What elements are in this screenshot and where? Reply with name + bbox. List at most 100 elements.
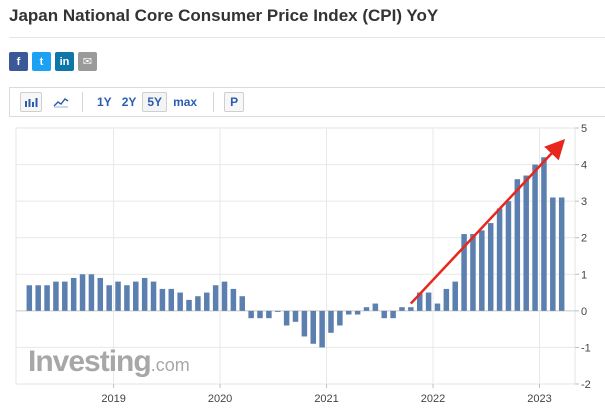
bar	[514, 179, 521, 311]
x-tick-label: 2023	[527, 393, 551, 405]
toolbar-separator	[213, 92, 215, 112]
bar	[70, 277, 77, 311]
bar	[390, 310, 396, 319]
bar	[505, 201, 512, 311]
bar	[115, 281, 121, 311]
bar	[124, 285, 130, 311]
bar	[479, 230, 485, 311]
investing-watermark: Investing.com	[28, 345, 190, 379]
x-tick-label: 2022	[421, 393, 445, 405]
y-tick-label: 2	[581, 233, 587, 245]
bar	[221, 281, 228, 311]
x-tick-label: 2020	[208, 393, 232, 405]
toolbar-separator	[82, 92, 83, 112]
bar	[523, 175, 529, 311]
bar	[283, 310, 290, 326]
bar	[461, 234, 467, 311]
bar	[310, 310, 316, 344]
bar	[195, 296, 201, 311]
bar	[301, 310, 308, 337]
chart-bars	[26, 157, 565, 348]
bar	[363, 307, 370, 311]
x-axis: 2019 2020 2021 2022 2023	[101, 384, 552, 405]
bar	[425, 292, 432, 311]
bar	[381, 310, 387, 319]
share-buttons: f t in ✉	[9, 52, 97, 71]
bar	[470, 234, 476, 311]
bar	[266, 310, 272, 319]
bar	[186, 299, 192, 311]
email-icon: ✉	[82, 56, 93, 68]
bar	[408, 307, 414, 311]
bar	[230, 288, 237, 311]
bar-chart-icon[interactable]	[20, 92, 42, 112]
bar	[133, 281, 139, 311]
y-tick-label: -1	[581, 342, 591, 354]
range-max-button[interactable]: max	[173, 95, 198, 109]
bar	[372, 303, 379, 311]
plot-frame	[15, 127, 576, 385]
linkedin-share-button[interactable]: in	[55, 52, 74, 71]
bar	[248, 310, 254, 319]
y-tick-label: 5	[581, 123, 587, 135]
bar	[26, 285, 33, 311]
bar	[88, 274, 95, 311]
bar	[354, 310, 361, 315]
bar	[97, 277, 104, 311]
bar	[177, 292, 183, 311]
facebook-icon: f	[16, 55, 21, 68]
range-2y-button[interactable]: 2Y	[121, 95, 137, 109]
page-title: Japan National Core Consumer Price Index…	[9, 6, 439, 25]
bar	[550, 197, 556, 311]
bar	[257, 310, 263, 319]
twitter-share-button[interactable]: t	[32, 52, 51, 71]
chart-annotations	[409, 138, 566, 305]
bar	[319, 310, 325, 348]
bar	[487, 223, 494, 311]
p-button[interactable]: P	[224, 92, 245, 112]
y-tick-label: 3	[581, 196, 587, 208]
bar	[62, 281, 68, 311]
bar	[168, 288, 175, 311]
range-1y-button[interactable]: 1Y	[97, 95, 112, 109]
y-axis: 5 4 3 2 1 0 -1 -2	[575, 123, 591, 391]
y-tick-label: 1	[581, 269, 587, 281]
y-tick-label: 4	[581, 160, 587, 172]
y-tick-label: -2	[581, 379, 591, 391]
area-chart-icon[interactable]	[50, 92, 72, 112]
trend-arrow	[409, 138, 566, 305]
twitter-icon: t	[39, 55, 44, 68]
email-share-button[interactable]: ✉	[78, 52, 97, 71]
bar	[159, 288, 166, 311]
x-tick-label: 2021	[314, 393, 338, 405]
bar	[496, 208, 503, 311]
bar	[53, 281, 59, 311]
facebook-share-button[interactable]: f	[9, 52, 28, 71]
chart-toolbar: 1Y 2Y 5Y max P	[9, 87, 605, 117]
bar	[345, 310, 352, 315]
bar	[443, 288, 450, 311]
bar	[399, 307, 405, 311]
bar	[434, 303, 441, 311]
bar	[239, 296, 246, 311]
bar	[328, 310, 334, 333]
bar	[150, 281, 157, 311]
bar	[292, 310, 299, 322]
bar	[452, 281, 458, 311]
bar	[79, 274, 86, 311]
bar	[141, 277, 148, 311]
bar	[106, 285, 112, 311]
linkedin-icon: in	[59, 55, 70, 68]
bar	[337, 310, 343, 326]
watermark-brand: Investing	[28, 345, 152, 378]
title-divider	[9, 37, 605, 38]
bar	[35, 285, 41, 311]
y-tick-label: 0	[581, 306, 587, 318]
bar	[558, 197, 565, 311]
bar	[541, 157, 547, 311]
range-5y-button[interactable]: 5Y	[142, 92, 168, 112]
bar	[275, 310, 281, 312]
bar	[532, 164, 538, 311]
bar	[416, 292, 423, 311]
